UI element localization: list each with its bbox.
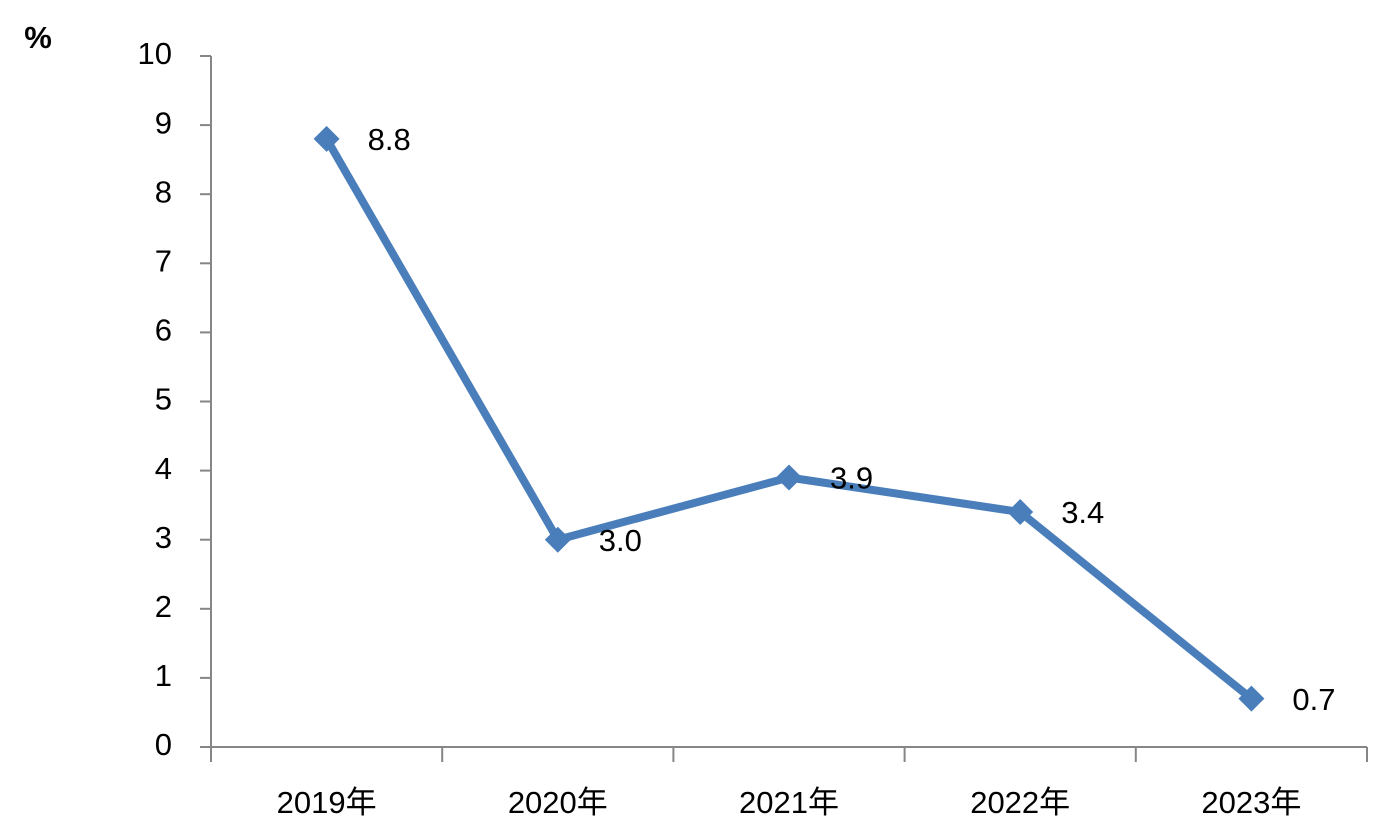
y-tick-label: 0 [155,727,172,762]
y-tick-label: 2 [155,589,172,624]
y-tick-label: 9 [155,105,172,140]
marker [776,464,802,491]
y-tick-label: 8 [155,174,172,209]
marker [313,125,340,152]
marker [544,526,571,553]
x-tick-label: 2019年 [277,785,377,820]
marker [1007,499,1034,526]
x-tick-label: 2022年 [970,785,1070,820]
y-tick-label: 6 [155,313,172,348]
data-label: 3.0 [599,523,642,558]
data-label: 0.7 [1292,682,1335,717]
y-tick-label: 5 [155,382,172,417]
y-tick-label: 7 [155,243,172,278]
x-tick-label: 2020年 [508,785,608,820]
y-tick-label: 10 [138,36,172,71]
data-label: 3.4 [1061,495,1104,530]
line [323,136,1254,702]
y-tick-label: 3 [155,520,172,555]
y-tick-label: 1 [155,658,172,693]
x-tick-label: 2023年 [1201,785,1301,820]
marker [1238,685,1265,712]
y-tick-label: 4 [155,451,172,486]
x-tick-label: 2021年 [739,785,839,820]
y-axis-label: % [24,20,52,55]
data-label: 3.9 [830,461,873,496]
data-label: 8.8 [368,122,411,157]
